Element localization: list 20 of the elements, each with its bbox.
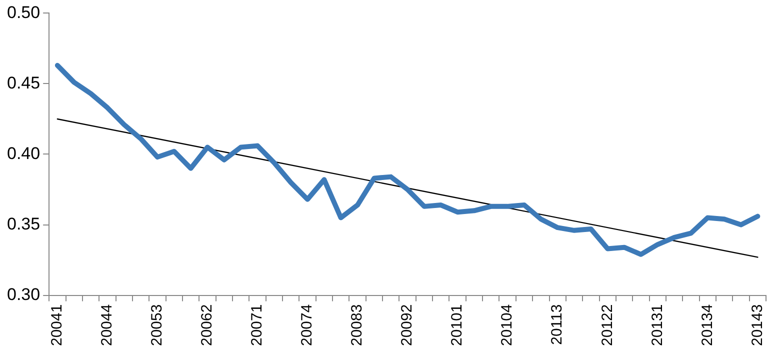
- x-tick-label: 20083: [348, 304, 366, 346]
- x-tick-label: 20134: [698, 304, 716, 346]
- x-tick-label: 20101: [448, 304, 466, 346]
- x-tick-label: 20041: [48, 304, 66, 346]
- x-tick-label: 20143: [748, 304, 766, 346]
- x-tick-label: 20104: [498, 304, 516, 346]
- x-tick-label: 20053: [148, 304, 166, 346]
- y-tick-label: 0.45: [6, 73, 40, 92]
- x-tick-label: 20074: [298, 304, 316, 346]
- x-tick-label: 20071: [248, 304, 266, 346]
- x-tick-label: 20044: [98, 304, 116, 346]
- y-tick-label: 0.35: [6, 214, 40, 234]
- y-tick-label: 0.50: [6, 2, 40, 22]
- x-tick-label: 20113: [548, 304, 566, 345]
- x-tick-label: 20062: [198, 304, 216, 346]
- y-tick-label: 0.30: [6, 284, 40, 304]
- x-tick-label: 20092: [398, 304, 416, 346]
- x-tick-label: 20122: [598, 304, 616, 346]
- x-tick-label: 20131: [648, 304, 666, 346]
- y-tick-label: 0.40: [6, 144, 40, 163]
